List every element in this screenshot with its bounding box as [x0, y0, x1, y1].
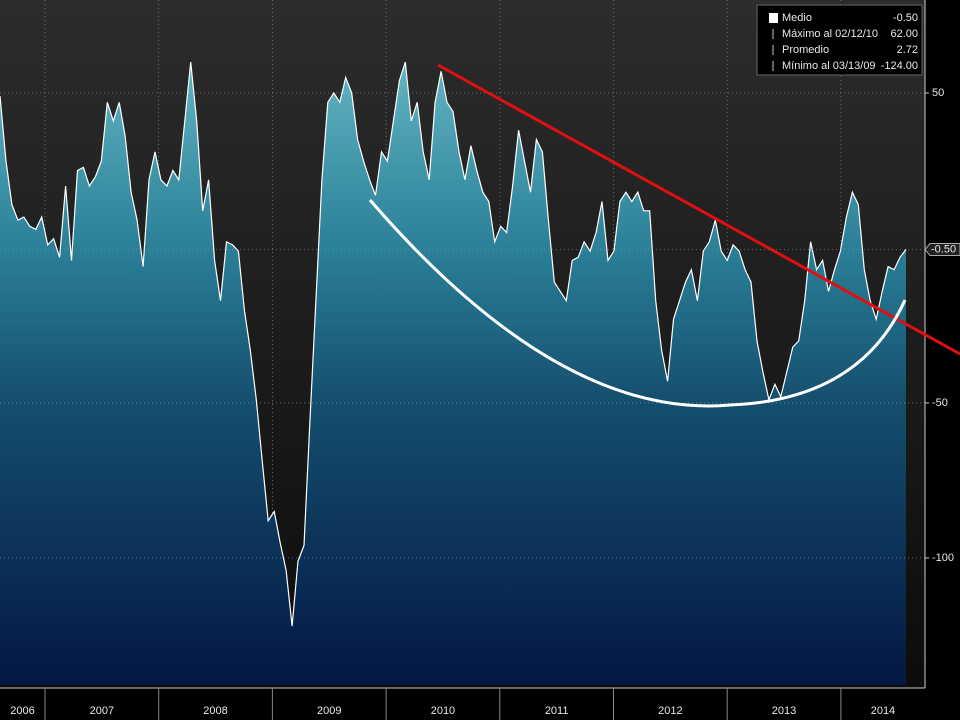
legend-label: Promedio — [782, 44, 829, 56]
legend-box — [756, 4, 923, 76]
x-tick-label: 2012 — [658, 705, 682, 717]
x-tick-label: 2014 — [871, 705, 895, 717]
legend-label: Medio — [782, 12, 812, 24]
last-value-label: -0.50 — [931, 243, 956, 255]
legend-value: -0.50 — [893, 12, 918, 24]
line — [0, 61, 907, 627]
legend-swatch — [769, 13, 778, 23]
area — [0, 62, 906, 685]
y-tick-label: 50 — [932, 87, 944, 99]
legend-value: 62.00 — [890, 28, 918, 40]
x-tick-label: 2011 — [545, 705, 569, 717]
x-axis-strip — [0, 688, 960, 720]
x-tick-label: 2006 — [10, 705, 34, 717]
x-tick-label: 2009 — [317, 705, 341, 717]
curve — [368, 199, 907, 408]
x-tick-label: 2013 — [772, 705, 796, 717]
plot — [0, 0, 925, 688]
y-tick-label: -100 — [932, 552, 954, 564]
x-tick-label: 2007 — [90, 705, 114, 717]
y-axis-strip — [925, 0, 960, 720]
trend-line — [437, 63, 960, 356]
legend-value: -124.00 — [881, 60, 918, 72]
legend: Medio -0.50 Máximo al 02/12/10 62.00 Promedi… — [756, 4, 923, 76]
last-value-tag — [924, 243, 960, 257]
legend-value: 2.72 — [897, 44, 918, 56]
y-tick-label: -50 — [932, 397, 948, 409]
x-tick-label: 2010 — [431, 705, 455, 717]
legend-label: Máximo al 02/12/10 — [782, 28, 878, 40]
legend-label: Mínimo al 03/13/09 — [782, 60, 876, 72]
x-tick-label: 2008 — [203, 705, 227, 717]
